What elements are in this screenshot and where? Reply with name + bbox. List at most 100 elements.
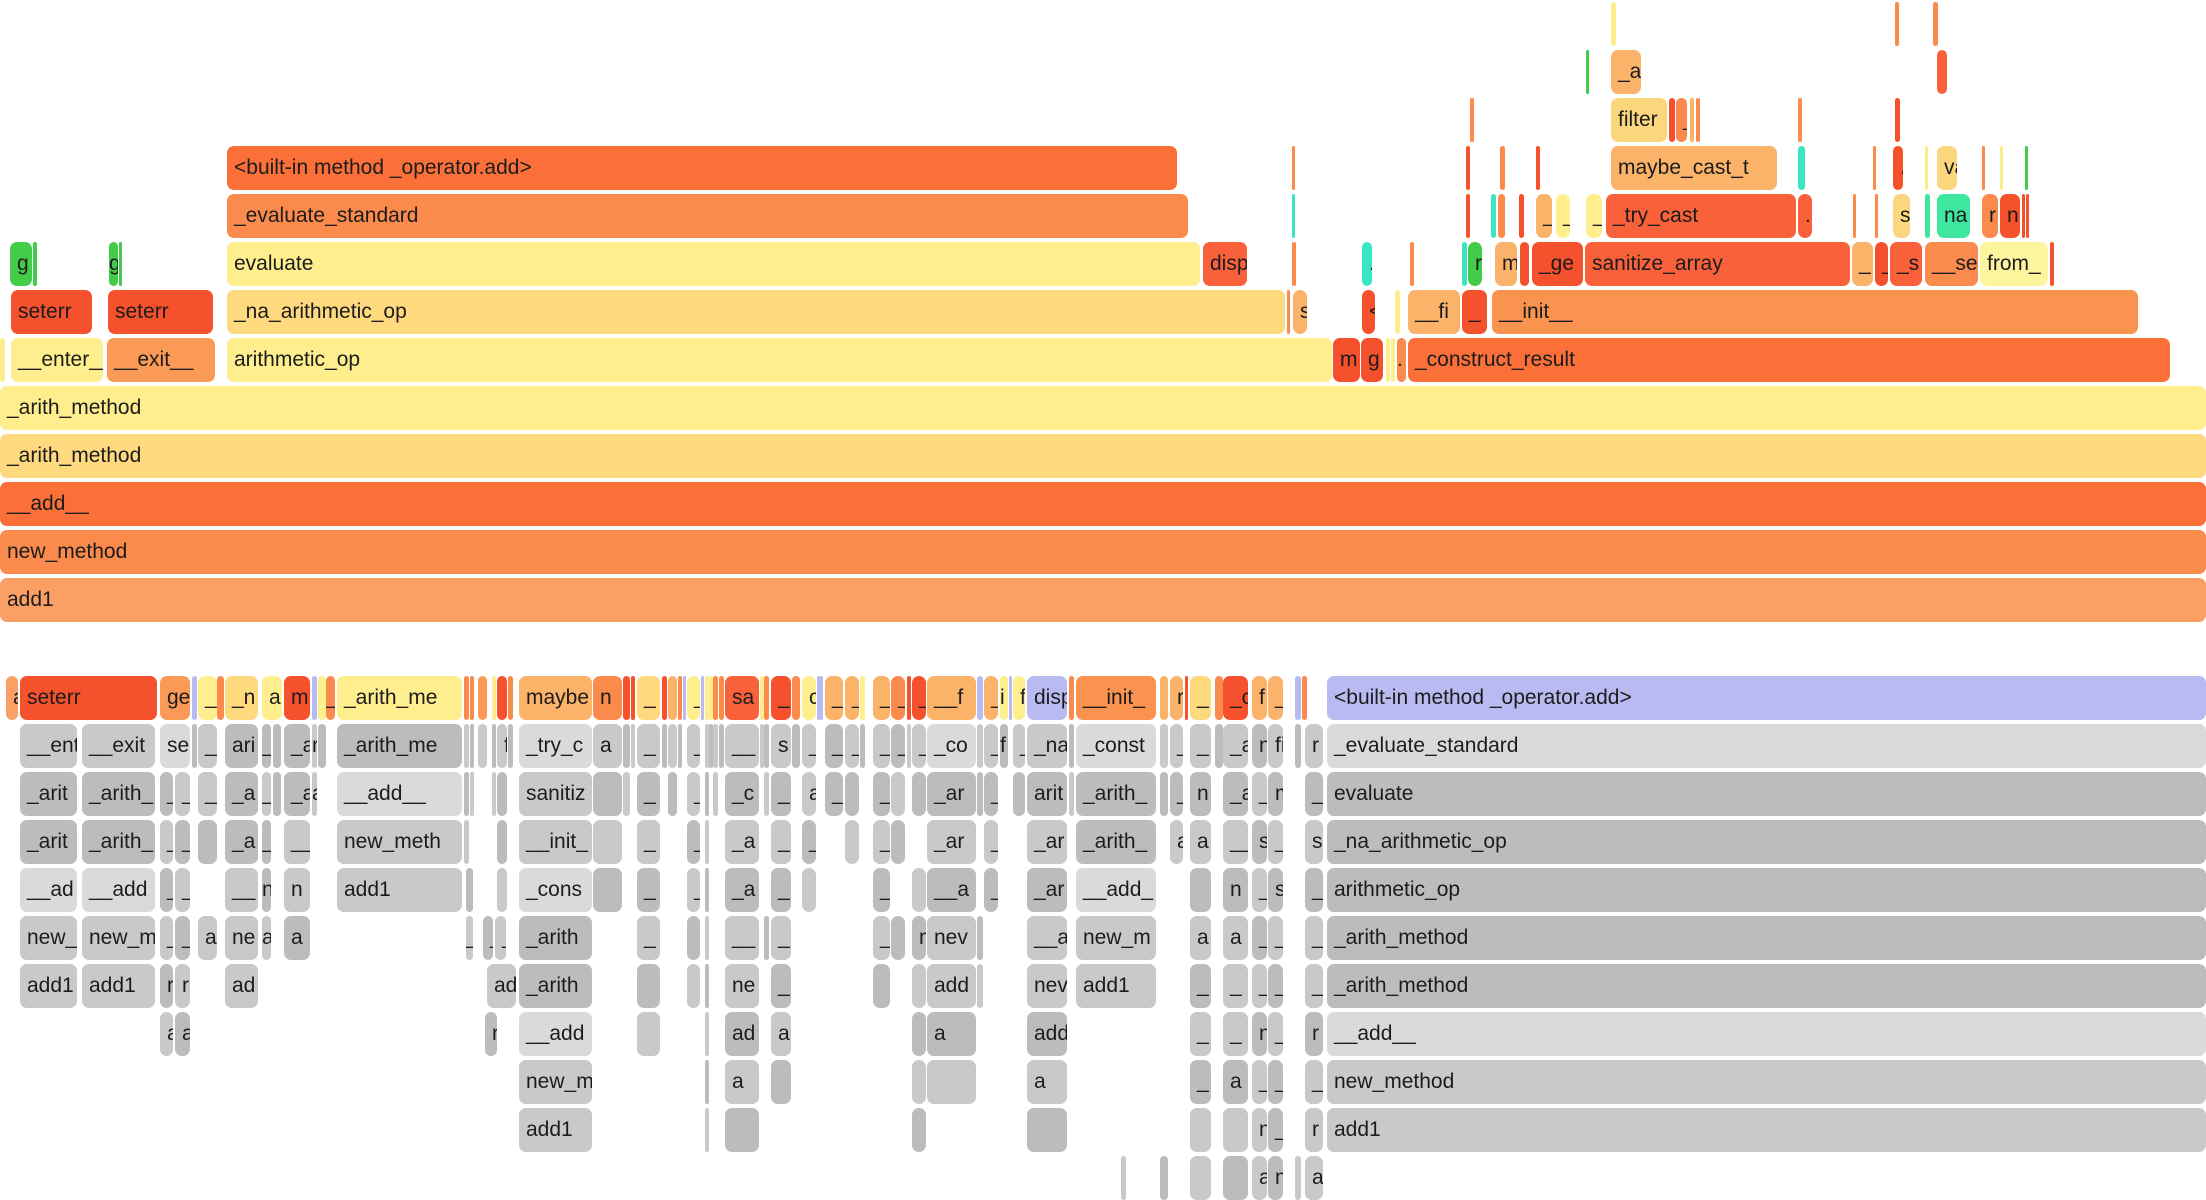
frame-bar-_[interactable]: _	[1252, 868, 1267, 912]
frame-bar-sliver[interactable]	[198, 820, 217, 864]
frame-bar-a[interactable]: a	[262, 916, 271, 960]
frame-bar-_[interactable]: _	[1536, 194, 1552, 238]
frame-bar-sliver[interactable]	[683, 676, 686, 720]
frame-bar-sliver[interactable]	[1295, 724, 1301, 768]
frame-bar-_arith_method[interactable]: _arith_method	[1327, 916, 2206, 960]
frame-bar-_[interactable]: _	[891, 724, 905, 768]
frame-bar-_[interactable]: _	[637, 772, 660, 816]
frame-bar-a[interactable]: a	[927, 1012, 976, 1056]
frame-bar-ad[interactable]: ad	[225, 964, 258, 1008]
frame-bar-new_[interactable]: new_	[20, 916, 77, 960]
frame-bar-a[interactable]: a	[262, 676, 282, 720]
frame-bar-_[interactable]: _	[873, 820, 890, 864]
frame-bar-sliver[interactable]	[713, 772, 718, 816]
frame-bar-sliver[interactable]	[662, 676, 667, 720]
frame-bar-_a[interactable]: _a	[1223, 724, 1248, 768]
frame-bar-builtinmethod_operatoradd[interactable]: <built-in method _operator.add>	[1327, 676, 2206, 720]
frame-bar-f[interactable]: f	[1013, 676, 1025, 720]
frame-bar-arit[interactable]: arit	[1027, 772, 1067, 816]
frame-bar-f[interactable]: f	[1000, 724, 1008, 768]
frame-bar-_[interactable]: _	[771, 676, 791, 720]
frame-bar-[interactable]: .	[1798, 194, 1812, 238]
frame-bar-sliver[interactable]	[1853, 194, 1856, 238]
frame-bar-_a[interactable]: _a	[1223, 772, 1248, 816]
frame-bar-add1[interactable]: add1	[519, 1108, 592, 1152]
frame-bar-sliver[interactable]	[1287, 290, 1290, 334]
frame-bar-r[interactable]: r	[1170, 676, 1183, 720]
frame-bar-a[interactable]: a	[1223, 916, 1248, 960]
frame-bar-__f[interactable]: __f	[927, 676, 976, 720]
frame-bar-_[interactable]: _	[687, 676, 700, 720]
frame-bar-m[interactable]: m	[1268, 772, 1283, 816]
frame-bar-sliver[interactable]	[912, 868, 926, 912]
frame-bar-_[interactable]: _	[1586, 194, 1602, 238]
frame-bar-sliver[interactable]	[1185, 676, 1188, 720]
frame-bar-_[interactable]: _	[1013, 724, 1025, 768]
frame-bar-_[interactable]: _	[1305, 772, 1323, 816]
frame-bar-sliver[interactable]	[912, 772, 926, 816]
frame-bar-s[interactable]: s	[1305, 820, 1323, 864]
frame-bar-_arith_me[interactable]: _arith_me	[337, 676, 462, 720]
frame-bar-sliver[interactable]	[2026, 194, 2029, 238]
frame-bar-sliver[interactable]	[891, 820, 905, 864]
frame-bar-add1[interactable]: add1	[1076, 964, 1156, 1008]
frame-bar-sliver[interactable]	[705, 772, 709, 816]
frame-bar-a[interactable]: a	[198, 916, 217, 960]
frame-bar-sliver[interactable]	[312, 676, 317, 720]
frame-bar-_[interactable]: _	[825, 772, 843, 816]
frame-bar-sliver[interactable]	[1875, 194, 1878, 238]
frame-bar-a[interactable]: a	[312, 772, 317, 816]
frame-bar-sliver[interactable]	[860, 676, 865, 720]
frame-bar-sliver[interactable]	[1027, 1108, 1067, 1152]
frame-bar-sliver[interactable]	[1491, 194, 1496, 238]
frame-bar-f[interactable]: f	[497, 724, 507, 768]
frame-bar-nev[interactable]: nev	[927, 916, 976, 960]
frame-bar-_[interactable]: _	[1305, 916, 1323, 960]
frame-bar-new_m[interactable]: new_m	[519, 1060, 592, 1104]
frame-bar-sliver[interactable]	[623, 724, 630, 768]
frame-bar-_evaluate_standard[interactable]: _evaluate_standard	[227, 194, 1188, 238]
frame-bar-__init__[interactable]: __init__	[1492, 290, 2138, 334]
frame-bar-sliver[interactable]	[891, 772, 905, 816]
frame-bar-sliver[interactable]	[709, 676, 713, 720]
frame-bar-sliver[interactable]	[1798, 98, 1802, 142]
frame-bar-[interactable]: .	[1893, 146, 1903, 190]
frame-bar-a[interactable]: a	[284, 916, 310, 960]
frame-bar-[interactable]: .	[1362, 242, 1372, 286]
frame-bar-sliver[interactable]	[464, 724, 469, 768]
frame-bar-_[interactable]: _	[637, 724, 660, 768]
frame-bar-_[interactable]: _	[687, 820, 700, 864]
frame-bar-sliver[interactable]	[678, 676, 682, 720]
frame-bar-sliver[interactable]	[318, 676, 326, 720]
frame-bar-sliver[interactable]	[977, 916, 983, 960]
frame-bar-ne[interactable]: ne	[912, 916, 926, 960]
frame-bar-_[interactable]: _	[1556, 194, 1570, 238]
frame-bar-_[interactable]: _	[1190, 676, 1211, 720]
frame-bar-na[interactable]: na	[1937, 194, 1970, 238]
frame-bar-sliver[interactable]	[1295, 1156, 1301, 1200]
frame-bar-sliver[interactable]	[662, 724, 667, 768]
frame-bar-r[interactable]: r	[1305, 724, 1323, 768]
frame-bar-a[interactable]: a	[1190, 916, 1211, 960]
frame-bar-sliver[interactable]	[891, 916, 905, 960]
frame-bar-sliver[interactable]	[1160, 724, 1168, 768]
frame-bar-_[interactable]: _	[160, 868, 173, 912]
frame-bar-va[interactable]: va	[1937, 146, 1957, 190]
frame-bar-sliver[interactable]	[764, 676, 769, 720]
frame-bar-sliver[interactable]	[705, 820, 709, 864]
frame-bar-sliver[interactable]	[705, 676, 709, 720]
frame-bar-_[interactable]: _	[873, 676, 890, 720]
frame-bar-sliver[interactable]	[912, 1060, 926, 1104]
frame-bar-[interactable]: .	[1397, 338, 1406, 382]
frame-bar-sliver[interactable]	[0, 338, 5, 382]
frame-bar-sliver[interactable]	[705, 964, 709, 1008]
frame-bar-_[interactable]: _	[1190, 1060, 1211, 1104]
frame-bar-__ent[interactable]: __ent	[20, 724, 77, 768]
frame-bar-se[interactable]: se	[160, 724, 190, 768]
frame-bar-r[interactable]: r	[175, 964, 190, 1008]
frame-bar-_ge[interactable]: _ge	[1532, 242, 1583, 286]
frame-bar-_[interactable]: _	[495, 916, 506, 960]
frame-bar-sliver[interactable]	[1160, 676, 1168, 720]
frame-bar-_[interactable]: _	[1268, 676, 1283, 720]
frame-bar-seterr[interactable]: seterr	[108, 290, 213, 334]
